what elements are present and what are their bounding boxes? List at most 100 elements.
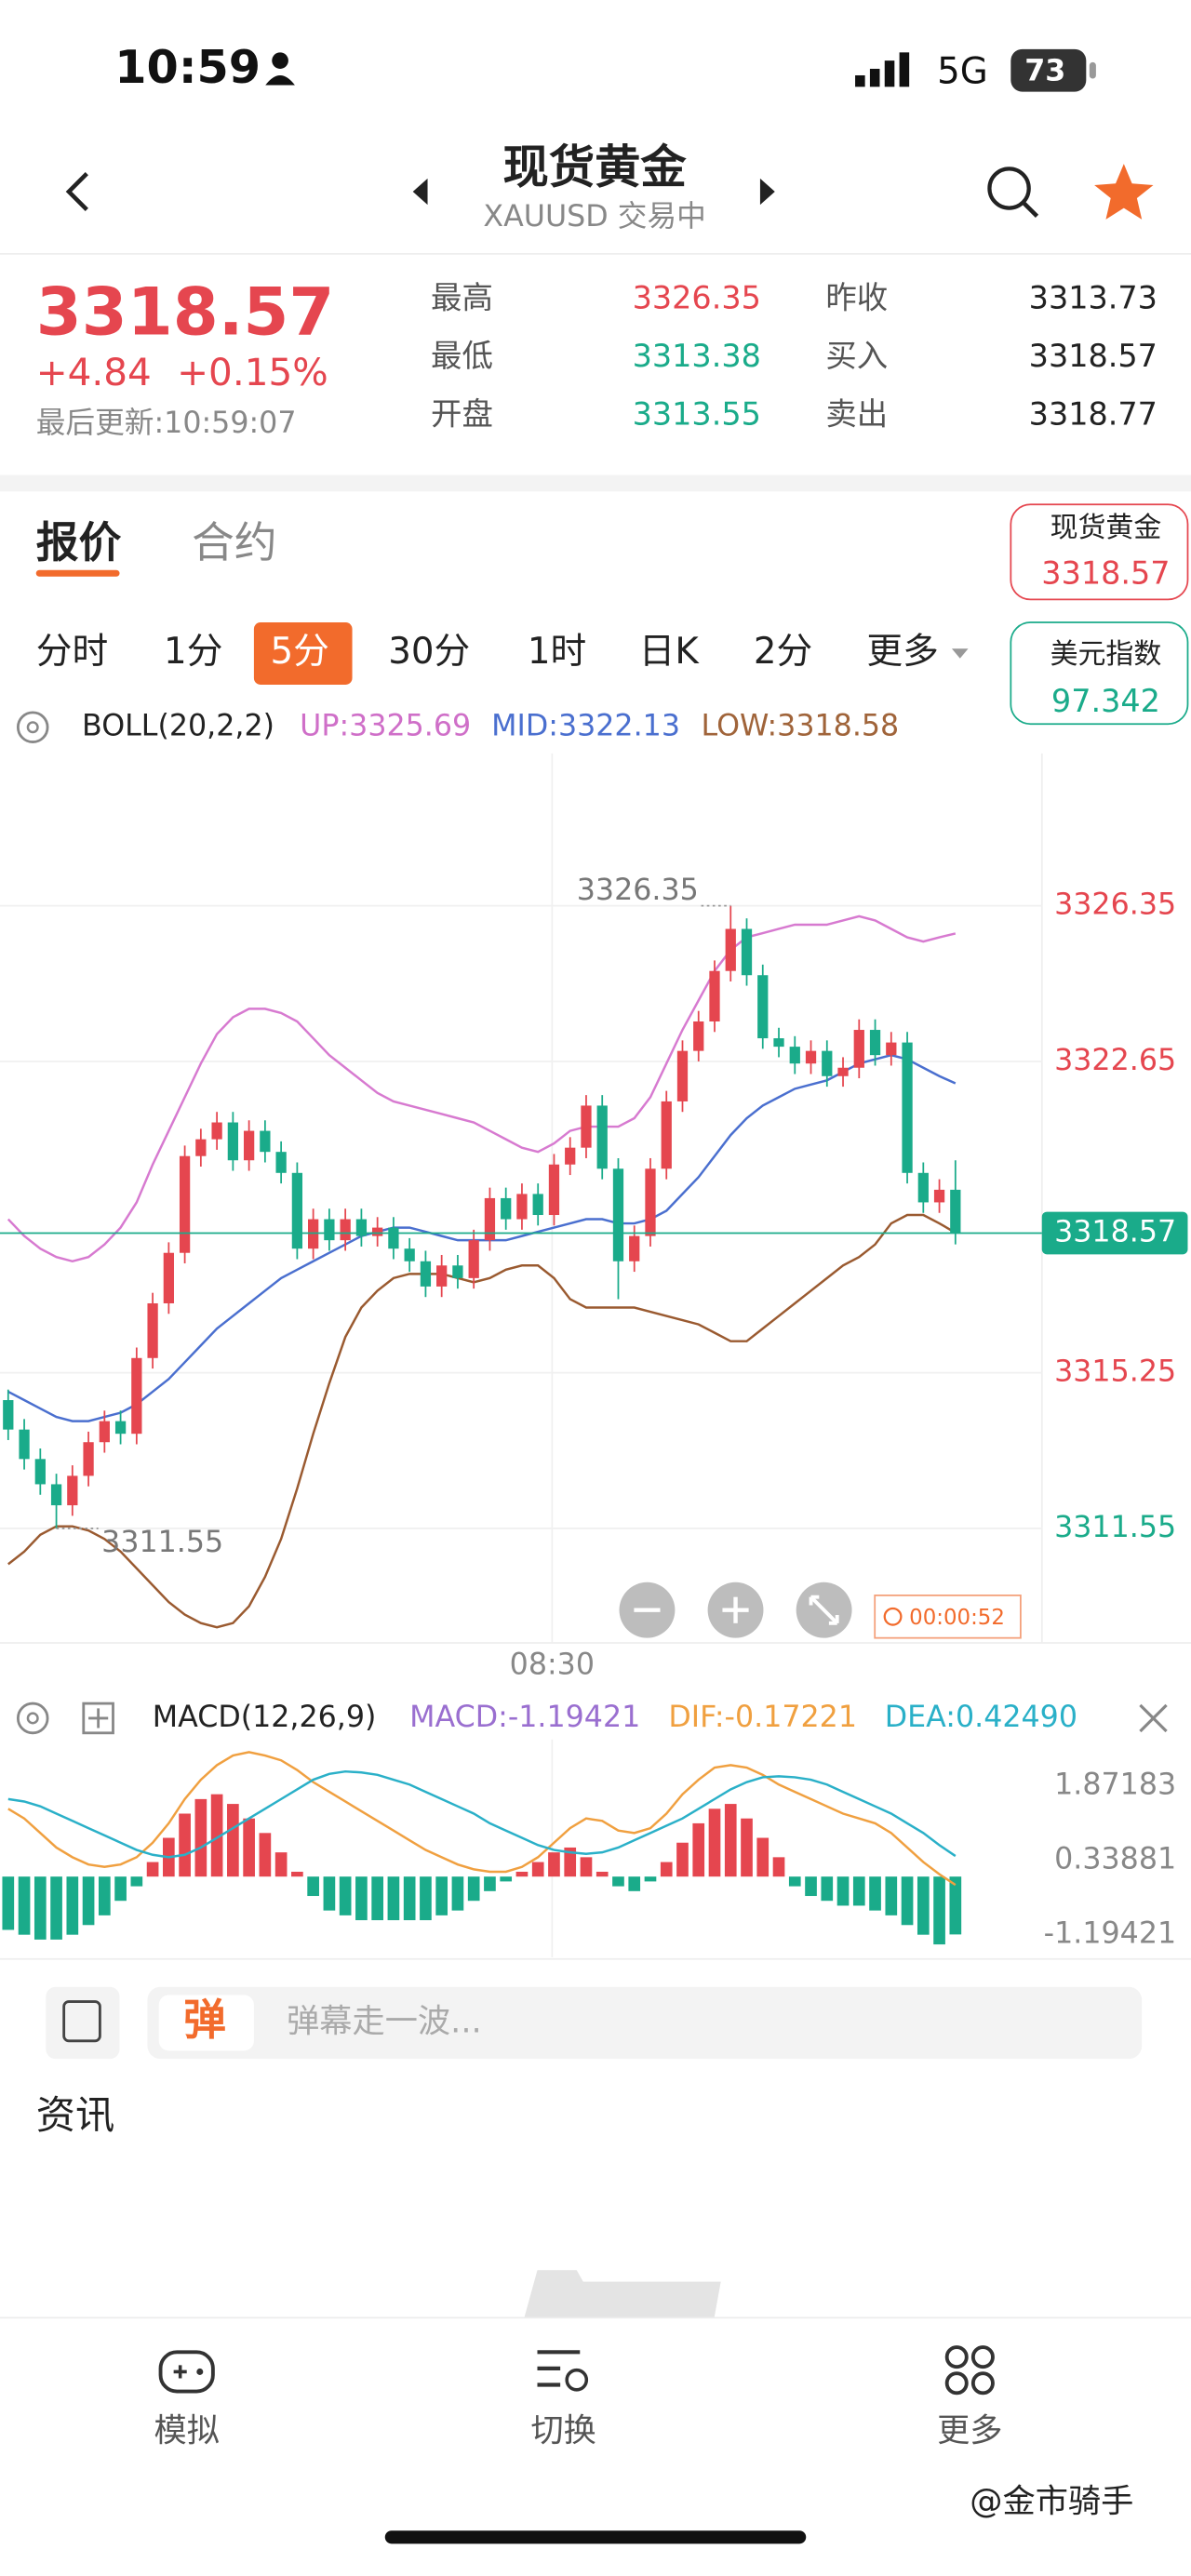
candle-body: [661, 1101, 672, 1169]
y-tick-label: 1.87183: [1054, 1768, 1176, 1802]
candle-body: [211, 1122, 222, 1140]
countdown-box: [874, 1595, 1022, 1639]
macd-bar: [66, 1876, 79, 1935]
nav-label[interactable]: 模拟: [154, 2412, 220, 2450]
candle-body: [917, 1172, 929, 1203]
countdown: 00:00:52: [909, 1606, 1005, 1630]
macd-bar: [82, 1876, 95, 1926]
y-tick-label: 3326.35: [1054, 888, 1176, 922]
watch-name[interactable]: 美元指数: [1050, 638, 1162, 671]
dif-label: DIF:-0.17221: [668, 1701, 857, 1734]
macd-bar: [644, 1876, 657, 1882]
macd-bar: [146, 1862, 159, 1877]
period-tab[interactable]: 5分: [271, 631, 329, 673]
macd-bar: [564, 1847, 577, 1877]
low-annotation: 3311.55: [101, 1526, 223, 1559]
stat-value: 3326.35: [633, 280, 761, 316]
watch-card[interactable]: [1010, 621, 1189, 726]
period-tab[interactable]: 更多: [866, 631, 938, 673]
candle-body: [147, 1302, 158, 1358]
nav-label[interactable]: 切换: [530, 2412, 596, 2450]
candle-body: [50, 1484, 62, 1506]
header-icons[interactable]: [65, 164, 1154, 220]
nav-icons[interactable]: [158, 2345, 995, 2396]
candle-body: [693, 1021, 704, 1051]
candle-body: [886, 1042, 897, 1056]
macd-bar: [307, 1876, 319, 1897]
status-time: 10:59: [114, 40, 261, 94]
macd-bar: [451, 1876, 464, 1911]
macd-bar: [98, 1876, 111, 1915]
period-tab[interactable]: 2分: [754, 631, 812, 673]
page-subtitle: XAUUSD 交易中: [483, 200, 705, 234]
boll-up-label: UP:3325.69: [300, 710, 471, 743]
price-change-pct: +0.15%: [177, 350, 328, 394]
macd-bar: [852, 1876, 865, 1906]
candle-body: [436, 1265, 448, 1287]
tab[interactable]: 报价: [36, 518, 122, 567]
candle-body: [83, 1442, 94, 1476]
candle-body: [404, 1248, 415, 1261]
candle-body: [372, 1227, 383, 1236]
section-title: 资讯: [36, 2092, 114, 2138]
dropdown-arrow: [951, 648, 969, 659]
macd-bar: [788, 1876, 801, 1887]
watch-value[interactable]: 3318.57: [1041, 554, 1170, 591]
indicator-name: BOLL(20,2,2): [82, 710, 274, 743]
macd-bar: [323, 1876, 336, 1911]
watch-card[interactable]: [1010, 503, 1189, 601]
macd-bar: [515, 1871, 529, 1877]
tab[interactable]: 合约: [192, 518, 277, 567]
status-icons: [265, 48, 1096, 92]
nav-label[interactable]: 更多: [937, 2412, 1002, 2450]
indicator-line: [7, 1053, 957, 1422]
period-tab[interactable]: 1分: [164, 631, 222, 673]
folder-tab: [524, 2270, 721, 2318]
zoom-controls[interactable]: [619, 1582, 852, 1638]
comment-bar[interactable]: [46, 1986, 1143, 2060]
dea-label: DEA:0.42490: [885, 1701, 1077, 1734]
y-tick-label: 3322.65: [1054, 1044, 1176, 1077]
period-tab[interactable]: 1时: [528, 631, 586, 673]
period-tab[interactable]: 分时: [36, 631, 108, 673]
macd-bar: [371, 1876, 383, 1921]
candle-body: [179, 1155, 191, 1253]
home-indicator: [384, 2530, 807, 2544]
macd-bar: [227, 1804, 239, 1877]
stat-value: 3313.55: [633, 396, 761, 433]
watch-name[interactable]: 现货黄金: [1050, 512, 1162, 544]
macd-bar: [339, 1876, 352, 1915]
comment-input[interactable]: 弹幕走一波...: [287, 2002, 482, 2040]
macd-bar: [805, 1876, 817, 1897]
y-tick-label: 3315.25: [1054, 1355, 1176, 1389]
watermark: @金市骑手: [970, 2482, 1133, 2520]
indicator-settings[interactable]: [16, 711, 49, 743]
macd-bar: [676, 1842, 689, 1877]
price-change: +4.84: [36, 350, 152, 394]
macd-bar: [708, 1809, 721, 1877]
indicator-line: [7, 1213, 957, 1629]
stat-value: 3318.77: [1029, 396, 1158, 433]
update-time: 最后更新:10:59:07: [36, 407, 297, 440]
macd-bar: [756, 1837, 769, 1877]
macd-bar: [660, 1862, 673, 1877]
macd-bar: [531, 1862, 544, 1877]
kline-plot: [0, 753, 1191, 1644]
period-tab[interactable]: 30分: [388, 631, 470, 673]
macd-bar: [387, 1876, 400, 1921]
macd-bar: [548, 1852, 560, 1877]
macd-bar: [836, 1876, 850, 1906]
candle-body: [195, 1139, 207, 1156]
stat-value: 3313.73: [1029, 280, 1158, 316]
last-price: 3318.57: [36, 274, 335, 350]
macd-header-icons[interactable]: [16, 1702, 1168, 1735]
watch-value[interactable]: 97.342: [1051, 683, 1160, 719]
macd-bar: [33, 1876, 47, 1940]
candle-body: [709, 970, 720, 1021]
x-tick-label: 08:30: [510, 1648, 595, 1682]
period-tab[interactable]: 日K: [639, 631, 701, 673]
candle-body: [163, 1252, 174, 1303]
candle-body: [822, 1050, 833, 1076]
macd-bar: [580, 1857, 593, 1877]
